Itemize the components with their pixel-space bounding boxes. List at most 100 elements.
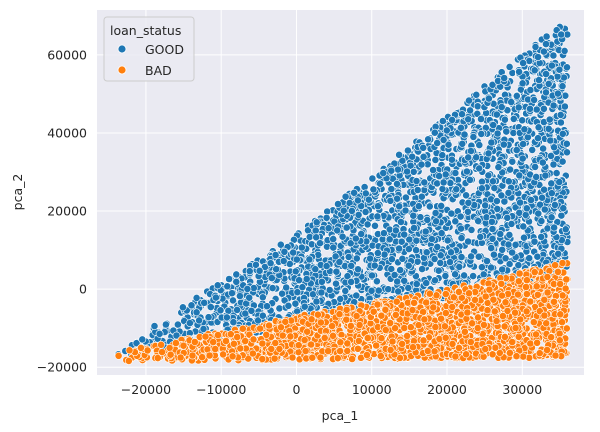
data-point	[457, 234, 466, 242]
data-point	[235, 292, 244, 300]
data-point	[413, 186, 422, 194]
data-point	[317, 277, 326, 286]
data-point	[514, 103, 523, 112]
legend: loan_status GOOD BAD	[103, 16, 195, 82]
data-point	[150, 322, 159, 330]
data-point	[544, 80, 553, 88]
data-point	[540, 185, 548, 194]
data-point	[555, 65, 564, 74]
data-point	[373, 300, 382, 309]
data-point	[558, 291, 567, 300]
data-point	[526, 86, 535, 94]
data-point	[430, 128, 439, 137]
data-point	[443, 236, 452, 245]
data-point	[271, 339, 280, 347]
data-point	[352, 312, 361, 320]
data-point	[464, 115, 473, 124]
data-point	[551, 261, 559, 270]
data-point	[422, 248, 431, 257]
data-point	[556, 310, 565, 319]
data-point	[276, 240, 285, 249]
data-point	[545, 115, 554, 124]
data-point	[267, 274, 276, 282]
data-point	[558, 157, 567, 166]
data-point	[441, 290, 450, 298]
data-point	[475, 141, 484, 149]
data-point	[363, 220, 372, 229]
data-point	[300, 302, 309, 311]
data-point	[494, 163, 503, 172]
data-point	[442, 126, 451, 135]
data-point	[446, 179, 455, 187]
data-point	[302, 275, 311, 283]
data-point	[409, 167, 418, 176]
data-point	[369, 185, 378, 194]
data-point	[504, 188, 513, 197]
data-point	[460, 327, 469, 336]
data-point	[530, 237, 539, 246]
data-point	[114, 351, 123, 360]
data-point	[157, 340, 165, 349]
legend-marker-bad	[117, 65, 127, 75]
data-point	[243, 284, 252, 293]
y-tick-label: 20000	[47, 204, 87, 219]
data-point	[551, 200, 559, 209]
data-point	[334, 200, 342, 208]
data-point	[376, 352, 385, 360]
data-point	[329, 235, 338, 243]
data-point	[522, 204, 531, 213]
data-point	[324, 347, 332, 355]
data-point	[483, 306, 492, 315]
data-point	[534, 53, 542, 61]
data-point	[249, 335, 258, 344]
data-point	[376, 179, 384, 188]
data-point	[419, 152, 428, 161]
data-point	[138, 335, 147, 344]
data-point	[558, 129, 567, 138]
data-point	[530, 268, 539, 277]
data-point	[451, 270, 459, 279]
data-point	[271, 251, 280, 259]
data-point	[248, 349, 257, 358]
data-point	[272, 265, 281, 274]
data-point	[537, 217, 546, 225]
data-point	[263, 302, 271, 311]
x-tick-label: 0	[292, 382, 300, 397]
data-point	[507, 219, 516, 228]
data-point	[472, 153, 481, 162]
data-point	[213, 281, 222, 290]
data-point	[504, 240, 513, 249]
data-point	[474, 313, 482, 322]
data-point	[555, 336, 564, 345]
data-point	[187, 301, 196, 310]
data-point	[372, 277, 381, 286]
data-point	[492, 110, 501, 119]
data-point	[155, 329, 164, 338]
data-point	[530, 66, 539, 75]
data-point	[292, 255, 301, 264]
data-point	[537, 232, 546, 241]
data-point	[422, 298, 431, 307]
data-point	[342, 315, 351, 324]
data-point	[523, 290, 531, 298]
data-point	[403, 331, 411, 340]
data-point	[557, 211, 566, 220]
data-point	[255, 266, 264, 275]
data-point	[484, 94, 493, 103]
data-point	[390, 271, 399, 279]
data-point	[343, 346, 352, 355]
data-point	[305, 255, 314, 264]
data-point	[511, 308, 519, 317]
data-point	[347, 206, 356, 215]
data-point	[515, 208, 524, 217]
data-point	[247, 306, 256, 315]
data-point	[498, 265, 507, 274]
data-point	[547, 333, 555, 342]
data-point	[412, 246, 420, 255]
data-point	[171, 339, 180, 347]
data-point	[432, 291, 441, 300]
data-point	[374, 202, 382, 211]
data-point	[229, 296, 237, 305]
data-point	[294, 341, 303, 350]
data-point	[447, 209, 456, 218]
